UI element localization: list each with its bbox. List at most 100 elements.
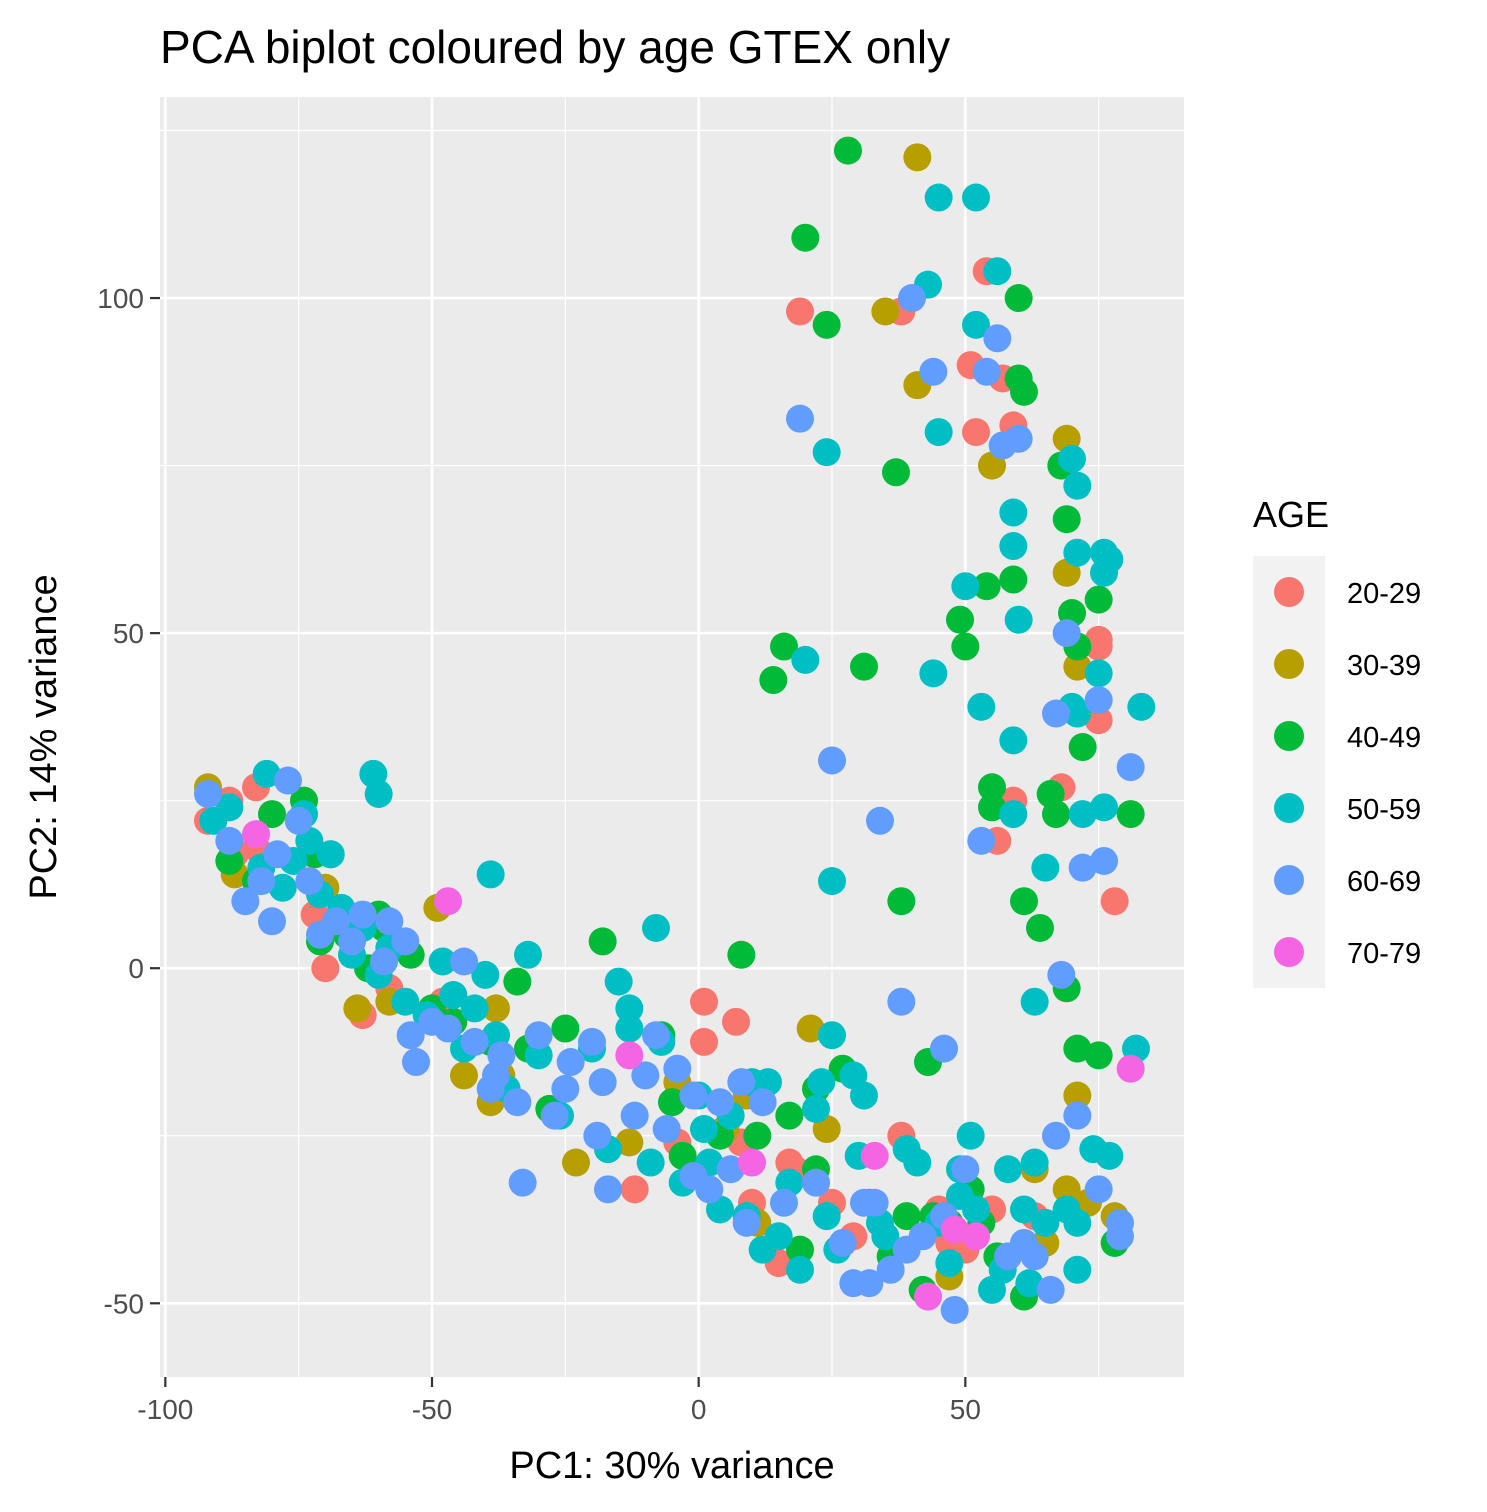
data-point [828, 1228, 857, 1257]
data-point [551, 1014, 580, 1043]
data-point [391, 927, 420, 956]
data-point [850, 652, 878, 681]
data-point [476, 860, 505, 889]
data-point [978, 773, 1006, 802]
data-point [1020, 1242, 1049, 1271]
data-point [215, 793, 244, 822]
data-point [903, 1148, 932, 1177]
data-point [967, 692, 996, 721]
data-point [391, 987, 420, 1016]
data-point [999, 800, 1028, 829]
data-point [940, 1215, 969, 1244]
data-point [962, 1222, 990, 1251]
data-point [1068, 853, 1097, 882]
data-point [364, 779, 393, 808]
data-point [316, 840, 345, 869]
data-point [1052, 1175, 1081, 1204]
chart-title: PCA biplot coloured by age GTEX only [160, 21, 950, 73]
data-point [551, 1074, 580, 1103]
legend-label-60-69: 60-69 [1347, 866, 1421, 898]
data-point [1010, 887, 1038, 916]
data-point [450, 1061, 478, 1090]
data-point [428, 947, 457, 976]
legend-label-50-59: 50-59 [1347, 794, 1421, 826]
data-point [247, 867, 276, 896]
y-axis-ticks: -50 0 50 100 [97, 283, 160, 1319]
data-point [962, 418, 990, 447]
data-points [194, 136, 1156, 1324]
data-point [252, 759, 281, 788]
data-point [594, 1175, 622, 1204]
data-point [1095, 1141, 1124, 1170]
data-point [268, 873, 297, 902]
data-point [802, 1094, 830, 1123]
data-point [631, 1061, 660, 1090]
data-point [732, 1208, 761, 1237]
data-point [951, 632, 980, 661]
data-point [514, 940, 542, 969]
data-point [914, 1282, 942, 1311]
data-point [263, 840, 292, 869]
data-point [1052, 505, 1081, 534]
data-point [951, 1155, 980, 1184]
data-point [242, 820, 270, 849]
data-point [258, 800, 286, 829]
data-point [476, 1074, 505, 1103]
legend-key-60-69 [1274, 865, 1304, 895]
data-point [642, 1021, 670, 1050]
data-point [738, 1148, 766, 1177]
data-point [1047, 960, 1076, 989]
data-point [583, 1121, 612, 1150]
data-point [1084, 686, 1113, 715]
data-point [727, 940, 756, 969]
data-point [1031, 853, 1060, 882]
data-point [946, 605, 974, 634]
legend-key-50-59 [1274, 793, 1304, 823]
data-point [1084, 632, 1113, 661]
x-tick-label: -100 [137, 1394, 193, 1425]
data-point [716, 1155, 745, 1184]
data-point [1004, 284, 1033, 313]
data-point [471, 960, 500, 989]
data-point [503, 967, 532, 996]
series-70-79 [242, 820, 1145, 1311]
data-point [924, 183, 953, 212]
data-point [695, 1175, 724, 1204]
data-point [1010, 1195, 1038, 1224]
data-point [652, 1115, 681, 1144]
data-point [983, 324, 1012, 353]
data-point [866, 806, 894, 835]
data-point [402, 1048, 430, 1077]
data-point [1090, 793, 1118, 822]
data-point [796, 1014, 825, 1043]
data-point [834, 136, 862, 165]
data-point [524, 1041, 553, 1070]
data-point [786, 404, 814, 433]
data-point [1084, 706, 1113, 735]
data-point [748, 1088, 777, 1117]
data-point [1052, 619, 1081, 648]
x-tick-label: -50 [412, 1394, 452, 1425]
data-point [1090, 846, 1118, 875]
data-point [791, 645, 820, 674]
data-point [1116, 800, 1145, 829]
data-point [194, 779, 222, 808]
legend-items: 20-29 30-39 40-49 50-59 60-69 70-79 [1274, 577, 1421, 970]
data-point [690, 987, 718, 1016]
data-point [1068, 733, 1097, 762]
data-point [706, 1088, 734, 1117]
data-point [770, 1188, 798, 1217]
data-point [1063, 652, 1092, 681]
legend-key-30-39 [1274, 649, 1304, 679]
data-point [690, 1115, 718, 1144]
data-point [1031, 1208, 1060, 1237]
data-point [812, 1202, 841, 1231]
data-point [855, 1269, 884, 1298]
data-point [258, 907, 286, 936]
data-point [370, 947, 398, 976]
data-point [1058, 444, 1086, 473]
data-point [1063, 1208, 1092, 1237]
data-point [860, 1141, 889, 1170]
legend-key-20-29 [1274, 577, 1304, 607]
